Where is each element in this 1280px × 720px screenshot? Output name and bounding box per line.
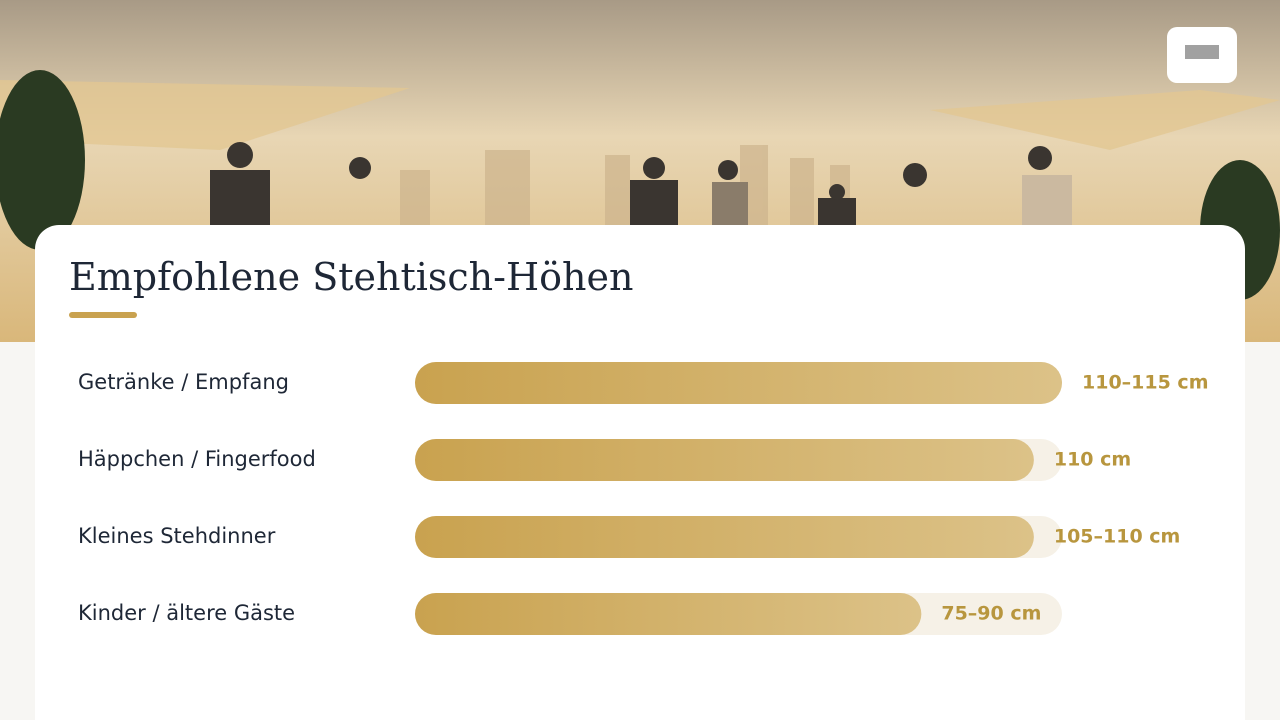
- bar: [415, 593, 922, 635]
- value-label: 75–90 cm: [941, 603, 1041, 625]
- bar: [415, 516, 1034, 558]
- plot: Getränke / Empfang 110–115 cm Häppchen / F…: [78, 362, 1209, 635]
- value-label: 110 cm: [1054, 449, 1131, 471]
- category-label: Kleines Stehdinner: [78, 524, 276, 548]
- chart-title: Empfohlene Stehtisch-Höhen: [69, 255, 633, 299]
- category-label: Häppchen / Fingerfood: [78, 447, 316, 471]
- category-label: Kinder / ältere Gäste: [78, 601, 295, 625]
- bar: [415, 439, 1034, 481]
- value-label: 110–115 cm: [1082, 372, 1209, 394]
- title-underline: [69, 312, 137, 318]
- value-label: 105–110 cm: [1054, 526, 1181, 548]
- bar: [415, 362, 1062, 404]
- category-label: Getränke / Empfang: [78, 370, 289, 394]
